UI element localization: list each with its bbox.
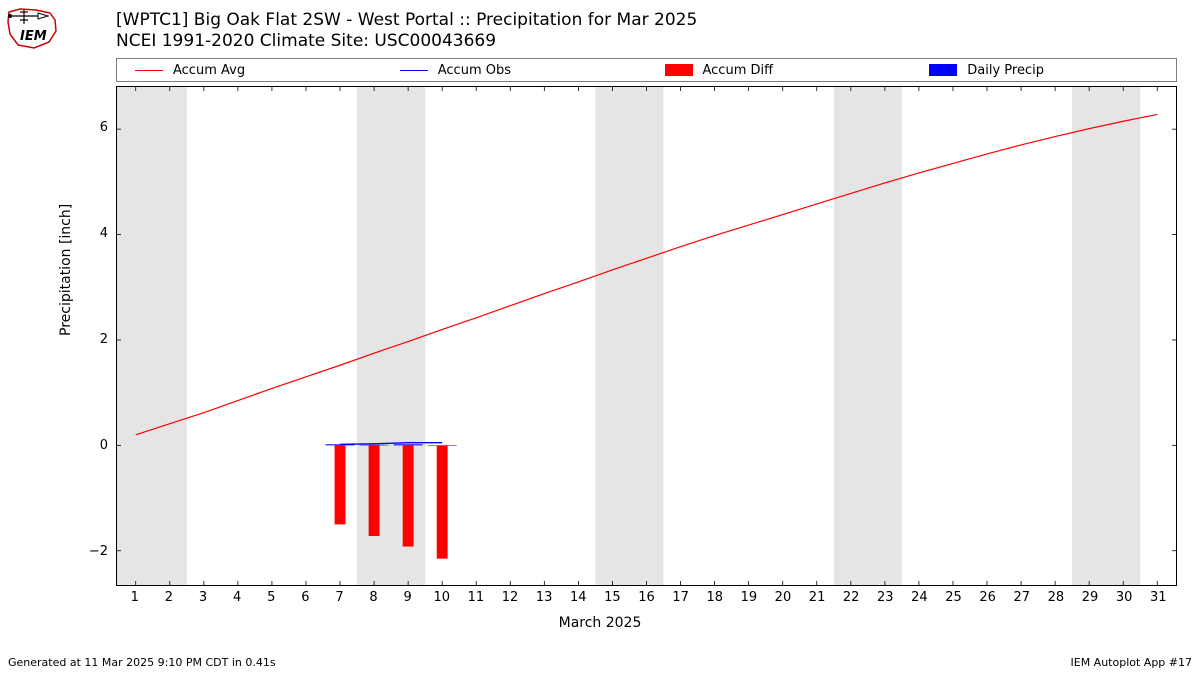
legend-label: Accum Avg <box>173 63 245 78</box>
footer-app: IEM Autoplot App #17 <box>1071 656 1193 669</box>
x-tick-label: 14 <box>566 590 590 605</box>
legend-label: Accum Diff <box>703 63 774 78</box>
title-line-1: [WPTC1] Big Oak Flat 2SW - West Portal :… <box>116 10 697 31</box>
legend-swatch <box>929 64 957 76</box>
y-tick-label: 6 <box>78 120 108 135</box>
x-tick-label: 16 <box>635 590 659 605</box>
x-tick-label: 18 <box>703 590 727 605</box>
y-tick-label: 0 <box>78 438 108 453</box>
legend-item: Accum Obs <box>382 63 647 78</box>
plot-area <box>116 86 1177 586</box>
legend-swatch <box>400 70 428 71</box>
x-tick-label: 15 <box>600 590 624 605</box>
x-axis-label: March 2025 <box>0 615 1200 631</box>
x-tick-label: 1 <box>123 590 147 605</box>
chart-title: [WPTC1] Big Oak Flat 2SW - West Portal :… <box>116 10 697 53</box>
x-tick-label: 31 <box>1146 590 1170 605</box>
x-tick-label: 27 <box>1010 590 1034 605</box>
x-tick-label: 25 <box>942 590 966 605</box>
legend-swatch <box>665 64 693 76</box>
x-tick-label: 28 <box>1044 590 1068 605</box>
x-tick-label: 23 <box>873 590 897 605</box>
iem-logo: IEM <box>6 6 58 50</box>
x-tick-label: 2 <box>157 590 181 605</box>
legend: Accum Avg Accum Obs Accum Diff Daily Precip <box>116 58 1177 82</box>
y-axis-label: Precipitation [inch] <box>58 204 74 336</box>
y-tick-label: 4 <box>78 226 108 241</box>
legend-label: Daily Precip <box>967 63 1044 78</box>
x-tick-label: 26 <box>976 590 1000 605</box>
svg-text:IEM: IEM <box>20 29 47 44</box>
x-tick-label: 8 <box>362 590 386 605</box>
x-tick-label: 30 <box>1112 590 1136 605</box>
y-tick-label: 2 <box>78 332 108 347</box>
x-tick-label: 22 <box>839 590 863 605</box>
x-tick-label: 7 <box>327 590 351 605</box>
x-tick-label: 3 <box>191 590 215 605</box>
x-tick-label: 5 <box>259 590 283 605</box>
legend-item: Accum Diff <box>647 63 912 78</box>
x-tick-label: 21 <box>805 590 829 605</box>
x-tick-label: 12 <box>498 590 522 605</box>
x-tick-label: 6 <box>293 590 317 605</box>
x-tick-label: 4 <box>225 590 249 605</box>
legend-label: Accum Obs <box>438 63 511 78</box>
x-tick-label: 29 <box>1078 590 1102 605</box>
x-tick-label: 10 <box>430 590 454 605</box>
legend-item: Accum Avg <box>117 63 382 78</box>
x-tick-label: 11 <box>464 590 488 605</box>
x-tick-label: 17 <box>669 590 693 605</box>
legend-item: Daily Precip <box>911 63 1176 78</box>
x-tick-label: 13 <box>532 590 556 605</box>
x-tick-label: 20 <box>771 590 795 605</box>
legend-swatch <box>135 70 163 71</box>
x-tick-label: 19 <box>737 590 761 605</box>
footer-generated: Generated at 11 Mar 2025 9:10 PM CDT in … <box>8 656 276 669</box>
x-tick-label: 24 <box>907 590 931 605</box>
title-line-2: NCEI 1991-2020 Climate Site: USC00043669 <box>116 31 697 52</box>
x-tick-label: 9 <box>396 590 420 605</box>
y-tick-label: −2 <box>78 544 108 559</box>
